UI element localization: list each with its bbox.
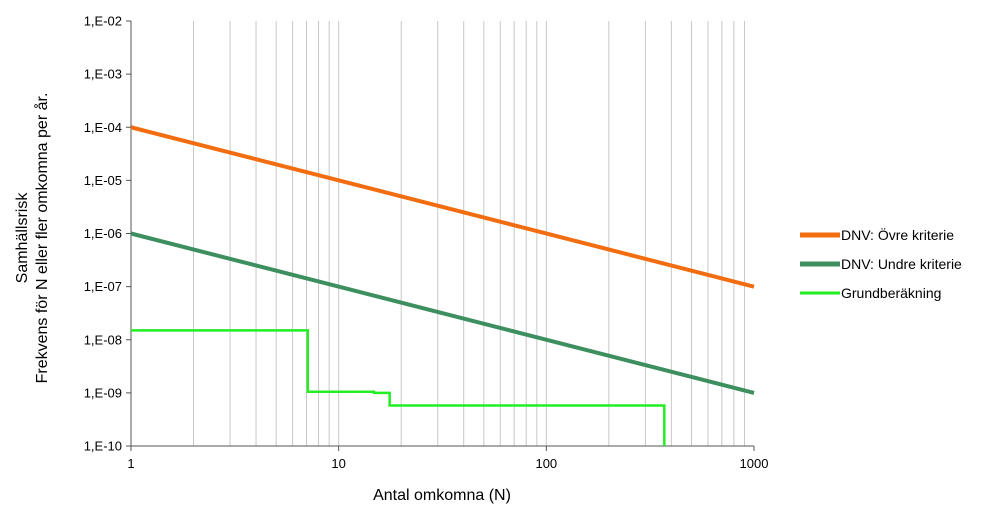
y-tick-label: 1,E-08	[84, 332, 122, 347]
y-tick-label: 1,E-09	[84, 385, 122, 400]
series-undre-kriterie-line	[130, 231, 755, 395]
y-tick-label: 1,E-07	[84, 279, 122, 294]
y-tick-label: 1,E-05	[84, 173, 122, 188]
x-tick-label: 1000	[740, 456, 769, 471]
x-tick-label: 100	[535, 456, 557, 471]
series-grundberakning-line	[131, 329, 666, 446]
legend: DNV: Övre kriterie DNV: Undre kriterie Gru…	[800, 226, 962, 301]
y-axis-title: Samhällsrisk Frekvens för N eller fler o…	[14, 93, 51, 384]
x-tick-label: 1	[127, 456, 134, 471]
legend-label: DNV: Undre kriterie	[841, 256, 962, 272]
y-tick-label: 1,E-06	[84, 226, 122, 241]
legend-label: DNV: Övre kriterie	[841, 226, 954, 243]
axes	[130, 21, 754, 447]
y-tick-label: 1,E-04	[84, 120, 122, 135]
x-axis-title: Antal omkomna (N)	[373, 487, 511, 504]
x-grid	[193, 21, 745, 446]
y-axis-title-line-2: Frekvens för N eller fler omkomna per år…	[33, 93, 51, 384]
legend-label: Grundberäkning	[841, 285, 941, 301]
plot-area	[130, 125, 755, 446]
y-tick-label: 1,E-10	[84, 439, 122, 454]
y-axis-title-line-1: Samhällsrisk	[14, 192, 31, 284]
y-tick-label: 1,E-02	[84, 14, 122, 29]
y-tick-labels: 1,E-02 1,E-03 1,E-04 1,E-05 1,E-06 1,E-07 1,E-…	[84, 14, 131, 454]
y-tick-label: 1,E-03	[84, 67, 122, 82]
x-tick-label: 10	[331, 456, 345, 471]
x-tick-labels: 1 10 100 1000	[127, 446, 768, 471]
series-ovre-kriterie-line	[130, 125, 755, 289]
